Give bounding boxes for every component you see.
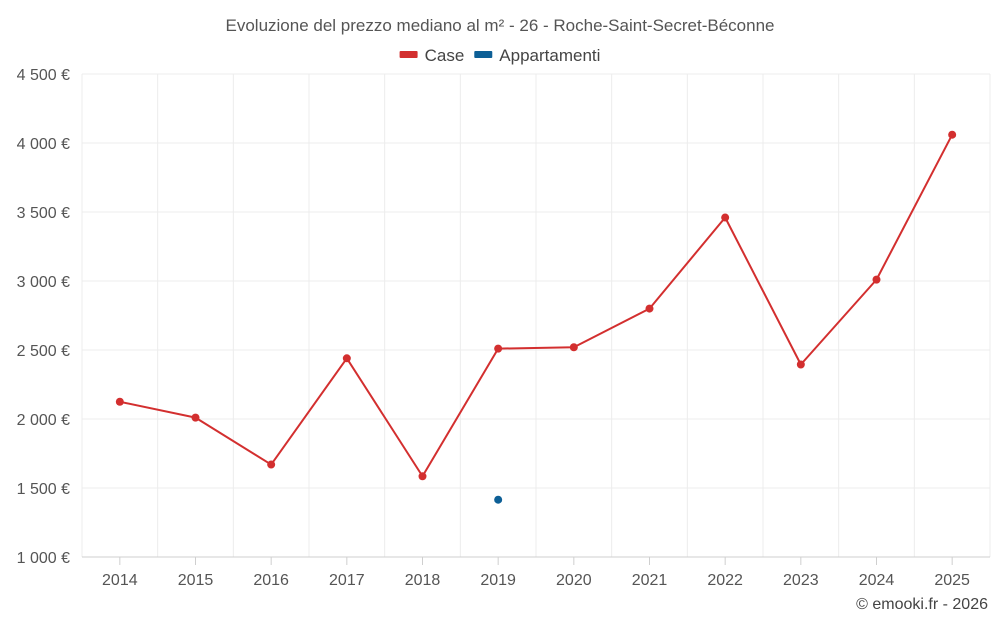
legend-label: Case: [425, 46, 465, 65]
x-tick-label: 2025: [934, 572, 970, 589]
y-tick-label: 4 000 €: [17, 136, 70, 153]
x-tick-label: 2022: [707, 572, 743, 589]
data-point-series-0: [948, 130, 957, 139]
axes: 1 000 € 1 500 € 2 000 € 2 500 € 3 000 € 3 500…: [17, 67, 990, 589]
x-tick-label: 2015: [178, 572, 214, 589]
data-point-series-0: [494, 344, 503, 353]
x-tick-label: 2014: [102, 572, 138, 589]
data-point-series-0: [191, 413, 200, 422]
data-point-series-0: [569, 343, 578, 352]
legend-label: Appartamenti: [499, 46, 600, 65]
x-tick-label: 2021: [632, 572, 668, 589]
x-tick-label: 2020: [556, 572, 592, 589]
data-point-series-0: [418, 472, 427, 481]
x-tick-label: 2017: [329, 572, 365, 589]
x-tick-label: 2018: [405, 572, 441, 589]
y-tick-label: 4 500 €: [17, 67, 70, 84]
series-layer: [115, 130, 957, 504]
data-point-series-1: [494, 495, 503, 504]
grid: [81, 73, 991, 557]
data-point-series-0: [645, 304, 654, 313]
data-point-series-0: [872, 275, 881, 284]
x-tick-label: 2019: [480, 572, 516, 589]
legend-swatch: [474, 51, 493, 58]
x-tick-label: 2016: [253, 572, 289, 589]
data-point-series-0: [115, 397, 124, 406]
y-tick-label: 1 500 €: [17, 481, 70, 498]
data-point-series-0: [796, 360, 805, 369]
legend-item-1: Appartamenti: [474, 46, 600, 65]
y-tick-label: 1 000 €: [17, 550, 70, 567]
x-tick-label: 2023: [783, 572, 819, 589]
legend-item-0: Case: [399, 46, 465, 65]
y-tick-label: 2 000 €: [17, 412, 70, 429]
x-tick-label: 2024: [859, 572, 895, 589]
credit-text: © emooki.fr - 2026: [856, 596, 988, 613]
data-point-series-0: [267, 460, 276, 469]
data-point-series-0: [721, 213, 730, 222]
y-tick-label: 3 000 €: [17, 274, 70, 291]
chart-title: Evoluzione del prezzo mediano al m² - 26…: [226, 16, 775, 35]
y-tick-label: 2 500 €: [17, 343, 70, 360]
legend: Case Appartamenti: [399, 46, 600, 65]
data-point-series-0: [342, 354, 351, 363]
series-line-0: [119, 134, 954, 478]
legend-swatch: [399, 51, 418, 58]
y-tick-label: 3 500 €: [17, 205, 70, 222]
